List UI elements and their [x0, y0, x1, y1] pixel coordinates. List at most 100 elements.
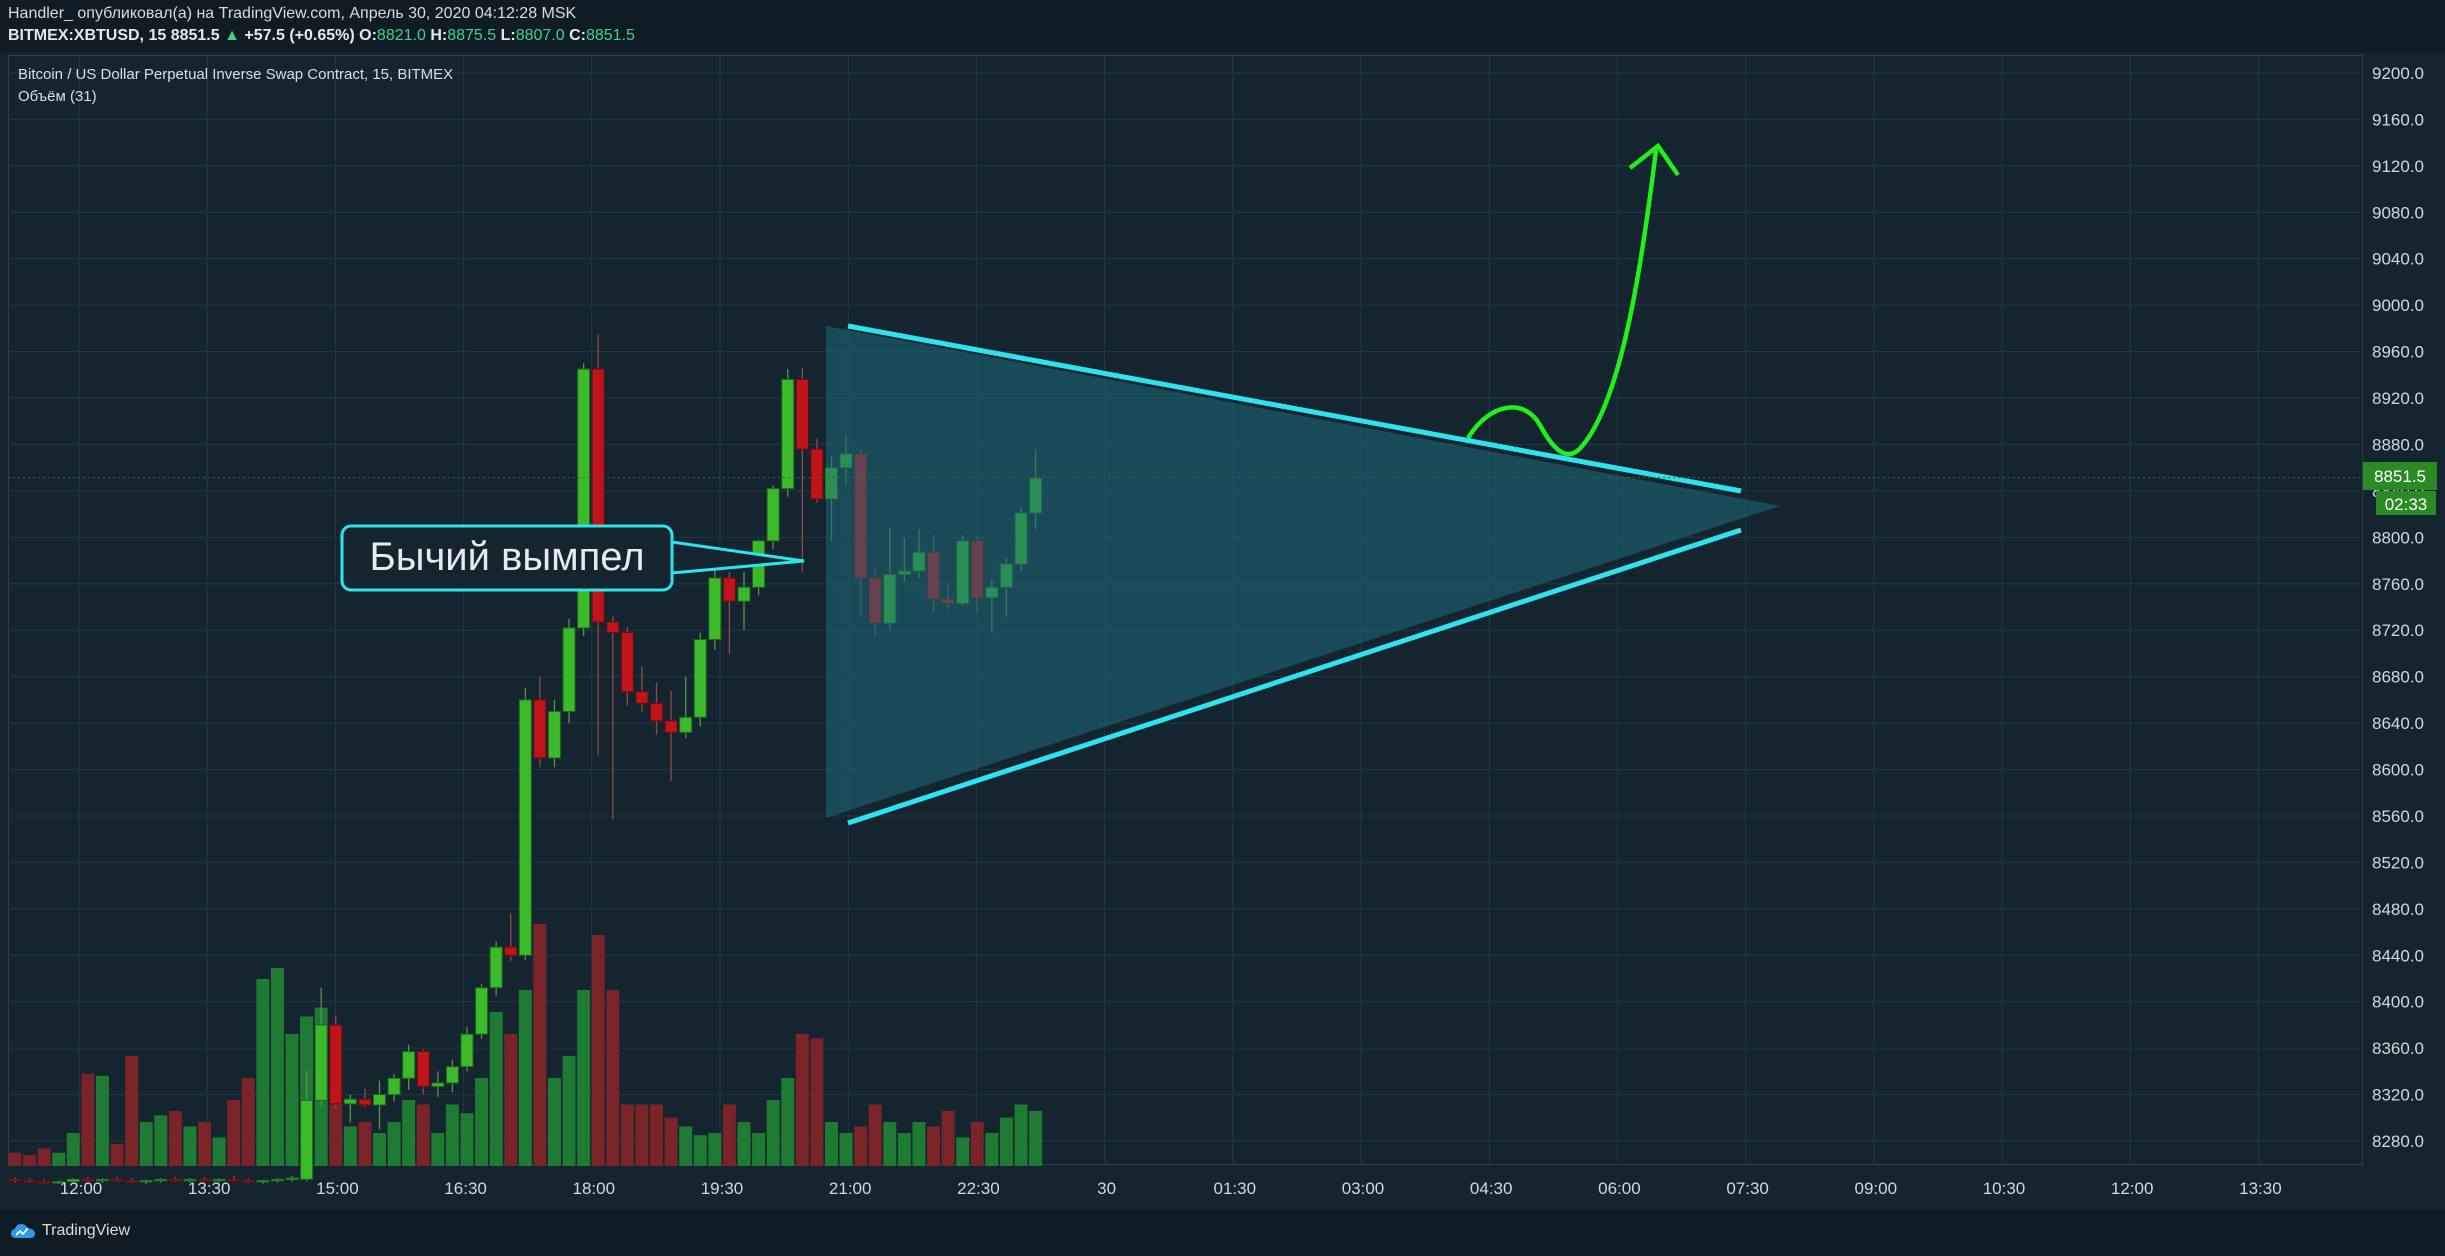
pattern-label: Бычий вымпел: [369, 535, 644, 579]
time-tick-label: 13:30: [2239, 1179, 2282, 1198]
volume-bar: [358, 1122, 372, 1166]
price-tick-label: 8320.0: [2372, 1086, 2424, 1105]
price-tick-label: 9040.0: [2372, 250, 2424, 269]
last-price-badge: [2363, 462, 2437, 490]
candle-body: [387, 1077, 401, 1096]
price-tick-label: 8960.0: [2372, 343, 2424, 362]
volume-bar: [693, 1135, 707, 1166]
label-box: [340, 524, 674, 592]
volume-bar: [387, 1122, 401, 1166]
volume-bar: [620, 1104, 634, 1166]
candle-body: [81, 1178, 95, 1182]
volume-bar: [110, 1144, 124, 1166]
time-tick-label: 22:30: [957, 1179, 1000, 1198]
volume-bar: [985, 1133, 999, 1166]
candle-body: [270, 1178, 284, 1182]
candle-body: [227, 1178, 241, 1182]
price-tick-label: 8560.0: [2372, 807, 2424, 826]
open-label: O:: [359, 27, 377, 44]
volume-bar: [591, 935, 605, 1166]
volume-bar: [577, 990, 591, 1166]
candle-body: [66, 1178, 80, 1183]
time-tick-label: 12:00: [2111, 1179, 2154, 1198]
last-price-badge-text: 8851.5: [2374, 467, 2426, 486]
top-info-bar: [0, 0, 2445, 52]
candle-body: [664, 720, 678, 733]
instrument-title: Bitcoin / US Dollar Perpetual Inverse Sw…: [18, 66, 454, 83]
price-tick-label: 8360.0: [2372, 1039, 2424, 1058]
candle-body: [679, 716, 693, 733]
symbol-name[interactable]: BITMEX:XBTUSD, 15: [8, 27, 167, 44]
candle-body: [329, 1024, 343, 1105]
candle-body: [8, 1178, 22, 1182]
candle-body: [125, 1179, 139, 1183]
volume-bar: [883, 1122, 897, 1166]
volume-legend[interactable]: Объём (31): [18, 88, 97, 105]
time-tick-label: 07:30: [1726, 1179, 1769, 1198]
volume-bar: [241, 1078, 255, 1166]
volume-bar: [854, 1126, 868, 1166]
volume-bar: [766, 1100, 780, 1166]
candle-body: [183, 1178, 197, 1182]
price-tick-label: 8680.0: [2372, 668, 2424, 687]
time-tick-label: 30: [1097, 1179, 1116, 1198]
volume-bar: [37, 1148, 51, 1166]
volume-bar: [737, 1122, 751, 1166]
candle-body: [23, 1179, 37, 1183]
chart-pane[interactable]: [8, 55, 2363, 1165]
volume-bar: [416, 1104, 430, 1166]
last-price: 8851.5: [170, 27, 220, 44]
volume-bars: [8, 924, 1043, 1166]
chart-legend: Bitcoin / US Dollar Perpetual Inverse Sw…: [18, 66, 453, 110]
volume-bar: [897, 1133, 911, 1166]
candle-body: [212, 1178, 226, 1182]
candle-body: [139, 1179, 153, 1183]
candle-body: [693, 639, 707, 718]
time-tick-label: 06:00: [1598, 1179, 1641, 1198]
volume-bar: [81, 1073, 95, 1166]
candle-body: [606, 621, 620, 634]
volume-bar: [781, 1078, 795, 1166]
candle-body: [562, 627, 576, 712]
volume-bar: [212, 1137, 226, 1166]
candle-body: [650, 702, 664, 722]
candle-body: [460, 1033, 474, 1068]
countdown-badge-text: 02:33: [2385, 495, 2428, 514]
volume-bar: [343, 1126, 357, 1166]
price-tick-label: 8920.0: [2372, 389, 2424, 408]
volume-bar: [198, 1122, 212, 1166]
volume-bar: [270, 968, 284, 1166]
candle-body: [198, 1178, 212, 1182]
pennant-lower-line: [847, 527, 1742, 826]
volume-bar: [66, 1133, 80, 1166]
price-tick-label: 9200.0: [2372, 64, 2424, 83]
candle-body: [285, 1177, 299, 1181]
arrow-head-icon: [1628, 142, 1680, 177]
candle-body: [168, 1178, 182, 1182]
tradingview-logo[interactable]: TradingView: [10, 1222, 130, 1240]
price-tick-label: 8440.0: [2372, 946, 2424, 965]
volume-bar: [606, 990, 620, 1166]
candle-body: [154, 1178, 168, 1182]
price-tick-label: 8520.0: [2372, 853, 2424, 872]
time-tick-label: 21:00: [829, 1179, 872, 1198]
volume-bar: [154, 1115, 168, 1166]
volume-bar: [168, 1111, 182, 1166]
candle-body: [722, 577, 736, 602]
volume-bar: [824, 1122, 838, 1166]
volume-bar: [664, 1117, 678, 1166]
volume-bar: [227, 1100, 241, 1166]
candle-body: [635, 691, 649, 704]
candle-body: [416, 1051, 430, 1087]
time-tick-label: 19:30: [701, 1179, 744, 1198]
high-label: H:: [430, 27, 448, 44]
price-change: +57.5 (+0.65%): [244, 27, 355, 44]
candle-body: [358, 1098, 372, 1106]
close-label: C:: [569, 27, 586, 44]
volume-bar: [445, 1104, 459, 1166]
time-axis: 12:00 13:30 15:00 16:30 18:00 19:30 21:00 22:30…: [60, 1179, 2282, 1198]
volume-bar: [722, 1104, 736, 1166]
candle-body: [504, 946, 518, 956]
candle-body: [373, 1094, 386, 1106]
